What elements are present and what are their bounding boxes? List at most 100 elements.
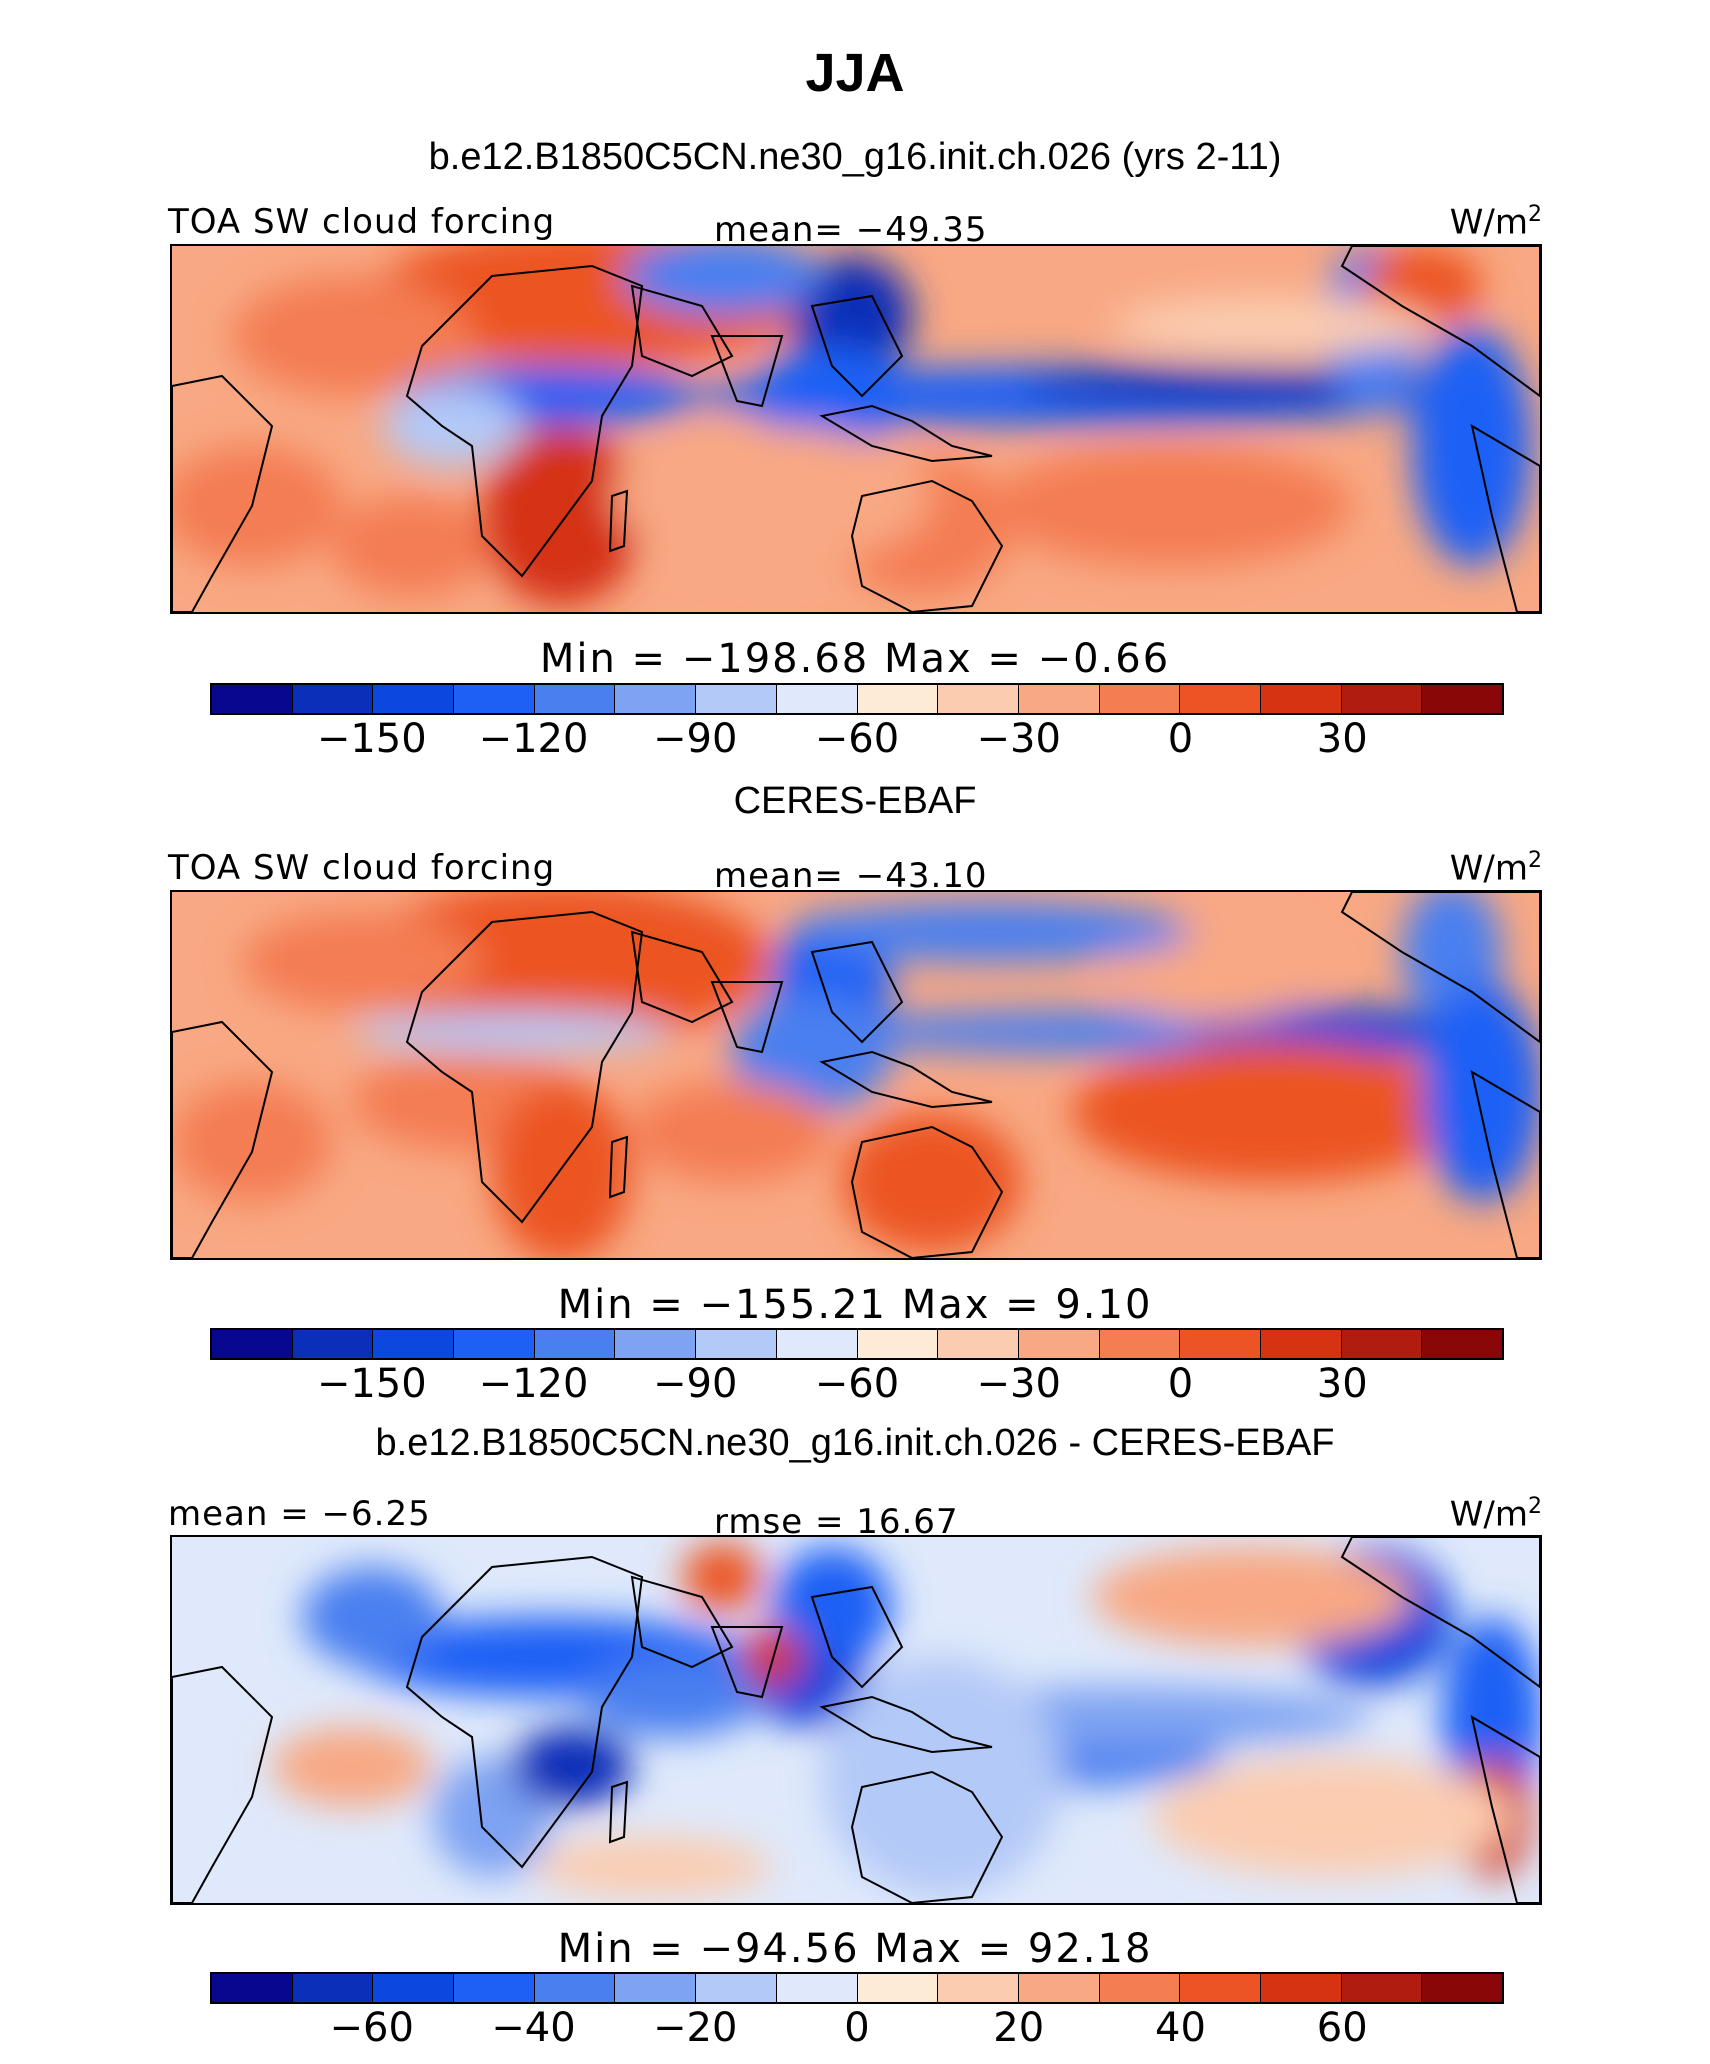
panel-center-label: mean= −43.10	[714, 856, 988, 896]
colorbar-swatch	[534, 1330, 616, 1358]
coastline	[608, 1780, 629, 1844]
colorbar-swatch	[938, 685, 1019, 713]
colorbar-swatch	[1099, 1330, 1181, 1358]
map-svg	[172, 892, 1540, 1258]
field-region	[1422, 982, 1540, 1202]
panel-title: CERES-EBAF	[733, 780, 977, 822]
colorbar-tick-label: 0	[1167, 1361, 1194, 1407]
colorbar-tick-label: −30	[976, 1361, 1061, 1407]
coastline	[1470, 423, 1540, 612]
colorbar-swatch	[776, 1330, 858, 1358]
coastline	[710, 335, 784, 408]
field-region	[582, 1657, 762, 1737]
coastline	[819, 1695, 993, 1754]
colorbar-tick-label: −150	[316, 716, 427, 762]
field-region	[172, 1082, 332, 1202]
colorbar-swatch	[776, 685, 858, 713]
min-max-label: Min = −94.56 Max = 92.18	[557, 1926, 1153, 1972]
colorbar-swatch	[454, 1330, 535, 1358]
coastline	[172, 1665, 274, 1903]
colorbar-tick-label: −60	[329, 2005, 414, 2051]
colorbar-swatch	[292, 685, 374, 713]
unit-text: W/m	[1449, 202, 1528, 243]
colorbar-tick-label: −60	[814, 1361, 900, 1407]
coastline	[172, 1020, 274, 1258]
coastline	[850, 1125, 1004, 1258]
field-region	[1362, 246, 1482, 326]
colorbar-swatch	[1018, 1974, 1100, 2002]
field-region	[992, 446, 1352, 566]
colorbar-swatch	[1180, 1330, 1261, 1358]
unit-superscript: 2	[1528, 848, 1542, 873]
field-region	[172, 446, 342, 566]
colorbar-tick-label: 0	[1167, 716, 1194, 762]
field-region	[1442, 1617, 1540, 1817]
unit-label: W/m2	[1450, 1494, 1542, 1534]
field-region	[1092, 1547, 1412, 1647]
unit-superscript: 2	[1528, 202, 1542, 227]
coastline	[405, 1555, 644, 1869]
colorbar-swatch	[534, 685, 616, 713]
field-region	[792, 902, 1192, 962]
colorbar-swatch	[1341, 1974, 1423, 2002]
coastline	[810, 294, 904, 398]
field-layer	[172, 246, 1532, 606]
colorbar	[210, 1972, 1504, 2004]
unit-superscript: 2	[1528, 1494, 1542, 1519]
colorbar-tick-label: −60	[814, 716, 900, 762]
colorbar-tick-label: −20	[653, 2005, 738, 2051]
coastline	[172, 374, 274, 612]
colorbar-swatch	[1260, 1974, 1342, 2002]
coastline	[608, 489, 629, 553]
colorbar-swatch	[938, 1974, 1019, 2002]
colorbar-tick-label: −90	[653, 716, 738, 762]
unit-label: W/m2	[1450, 848, 1542, 888]
field-region	[232, 276, 472, 396]
field-region	[1072, 1042, 1472, 1182]
colorbar-swatch	[1422, 685, 1502, 713]
coastline	[850, 1770, 1004, 1903]
colorbar-swatch	[1341, 685, 1423, 713]
field-region	[1152, 1757, 1512, 1877]
colorbar	[210, 1328, 1504, 1360]
contour-map	[170, 244, 1542, 614]
colorbar-swatch	[212, 1974, 293, 2002]
colorbar-swatch	[938, 1330, 1019, 1358]
colorbar-swatch	[212, 1330, 293, 1358]
colorbar-swatch	[1099, 1974, 1181, 2002]
colorbar-swatch	[534, 1974, 616, 2002]
field-layer	[172, 892, 1540, 1258]
coastline	[608, 1135, 629, 1199]
field-region	[742, 1627, 802, 1687]
field-region	[482, 426, 642, 606]
panel-title: b.e12.B1850C5CN.ne30_g16.init.ch.026 - C…	[375, 1422, 1335, 1464]
colorbar-tick-label: −120	[478, 716, 589, 762]
colorbar-swatch	[212, 685, 293, 713]
colorbar	[210, 683, 1504, 715]
colorbar-swatch	[1260, 1330, 1342, 1358]
field-region	[272, 1727, 432, 1807]
coastline	[1340, 246, 1540, 398]
colorbar-swatch	[696, 1974, 777, 2002]
colorbar-swatch	[857, 1330, 939, 1358]
min-max-label: Min = −155.21 Max = 9.10	[557, 1282, 1153, 1328]
coastline	[850, 479, 1004, 612]
coastline	[405, 264, 644, 578]
field-region	[792, 256, 912, 376]
colorbar-swatch	[1099, 685, 1181, 713]
field-region	[1022, 368, 1422, 404]
colorbar-swatch	[615, 685, 697, 713]
unit-text: W/m	[1449, 1494, 1528, 1535]
field-region	[302, 1567, 442, 1667]
coastline	[710, 981, 784, 1054]
colorbar-swatch	[1341, 1330, 1423, 1358]
panel-title: b.e12.B1850C5CN.ne30_g16.init.ch.026 (yr…	[428, 136, 1282, 178]
panel-left-label: TOA SW cloud forcing	[168, 202, 556, 242]
field-region	[622, 246, 822, 316]
field-region	[842, 1112, 1022, 1252]
map-svg	[172, 1537, 1540, 1903]
coastline	[710, 1626, 784, 1699]
colorbar-swatch	[373, 1974, 455, 2002]
colorbar-swatch	[292, 1974, 374, 2002]
colorbar-tick-label: −150	[316, 1361, 427, 1407]
